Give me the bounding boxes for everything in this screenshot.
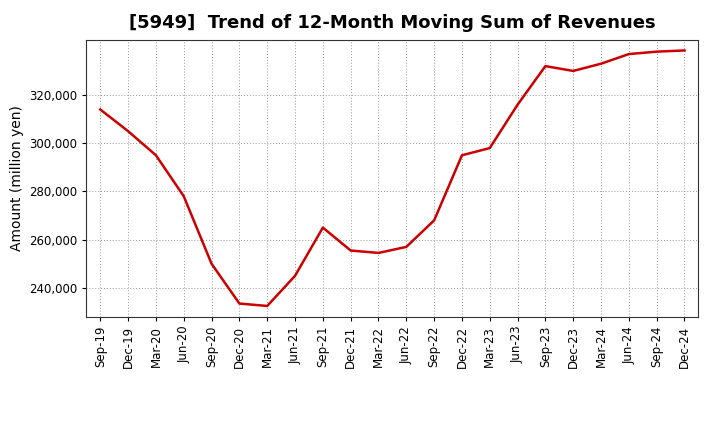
Title: [5949]  Trend of 12-Month Moving Sum of Revenues: [5949] Trend of 12-Month Moving Sum of R… [129,15,656,33]
Y-axis label: Amount (million yen): Amount (million yen) [9,105,24,251]
